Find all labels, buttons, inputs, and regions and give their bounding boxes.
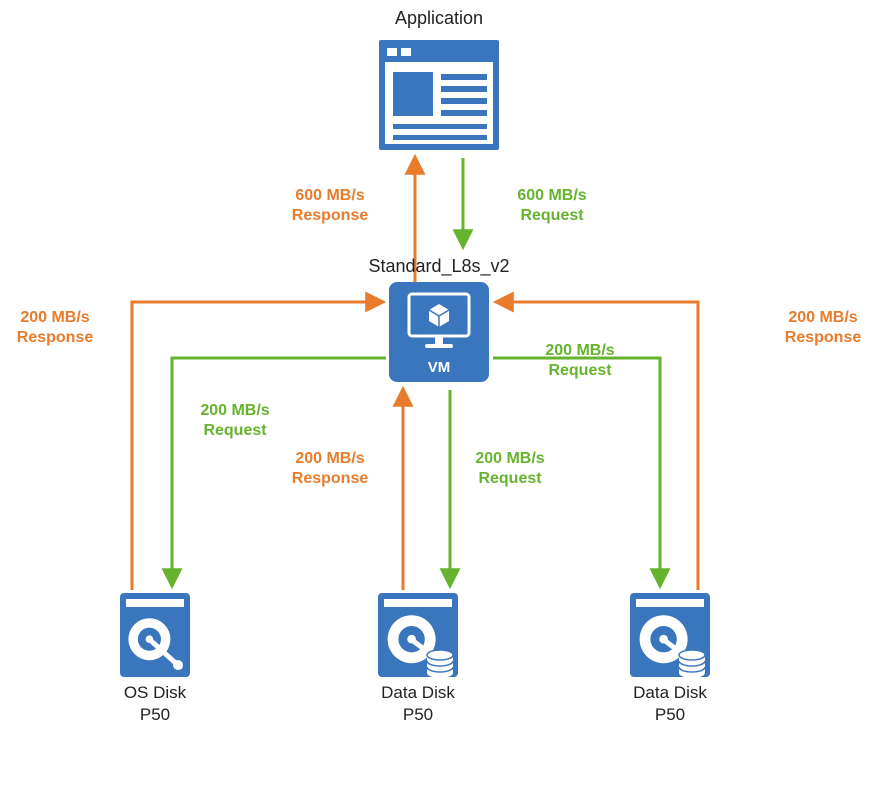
- vm-icon: VM: [389, 282, 489, 382]
- vm-title: Standard_L8s_v2: [368, 256, 509, 277]
- application-icon: [379, 40, 499, 150]
- data-disk-2-label-2: P50: [655, 705, 685, 724]
- os-disk-icon: [120, 593, 190, 677]
- edge-label-os-response-2: Response: [17, 329, 94, 346]
- disk-glyph: [120, 593, 190, 677]
- edge-label-os-request-2: Request: [203, 422, 267, 439]
- edge-label-dd2-request-1: 200 MB/s: [545, 342, 614, 359]
- edge-label-dd2-request-2: Request: [548, 362, 612, 379]
- data-disk-1-label-1: Data Disk: [381, 683, 455, 702]
- os-disk-label-2: P50: [140, 705, 170, 724]
- os-disk-label-1: OS Disk: [124, 683, 187, 702]
- edge-label-os-request-1: 200 MB/s: [200, 402, 269, 419]
- data-disk-2-icon: [630, 593, 710, 678]
- data-disk-1-icon: [378, 593, 458, 678]
- data-disk-1-label-2: P50: [403, 705, 433, 724]
- edge-label-app-response-1: 600 MB/s: [295, 187, 364, 204]
- edge-label-dd1-request-1: 200 MB/s: [475, 450, 544, 467]
- application-title: Application: [395, 8, 483, 28]
- edge-label-dd1-response-1: 200 MB/s: [295, 450, 364, 467]
- data-disk-2-label-1: Data Disk: [633, 683, 707, 702]
- disk-glyph: [630, 593, 710, 678]
- edge-label-dd1-request-2: Request: [478, 470, 542, 487]
- disk-glyph: [378, 593, 458, 678]
- edge-label-app-request-2: Request: [520, 207, 584, 224]
- edge-label-dd2-response-2: Response: [785, 329, 862, 346]
- edge-label-dd2-response-1: 200 MB/s: [788, 309, 857, 326]
- edge-label-dd1-response-2: Response: [292, 470, 369, 487]
- edge-label-os-response-1: 200 MB/s: [20, 309, 89, 326]
- vm-caption: VM: [428, 359, 451, 376]
- edge-label-app-response-2: Response: [292, 207, 369, 224]
- edge-os-response: [132, 302, 382, 590]
- edge-label-app-request-1: 600 MB/s: [517, 187, 586, 204]
